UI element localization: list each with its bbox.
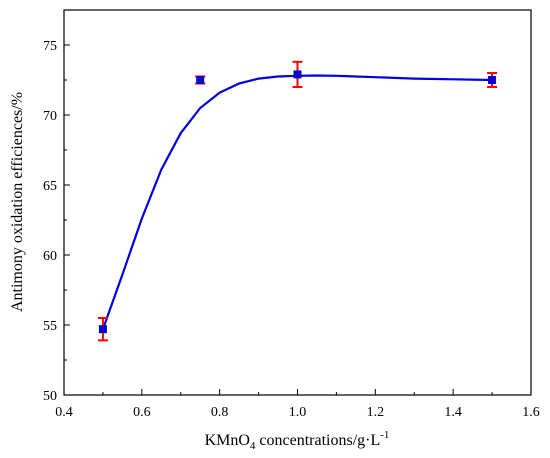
x-axis-ticks: 0.4 0.6 0.8 1.0 1.2 1.4 1.6 [55,389,540,420]
data-point [293,70,302,79]
y-tick-label: 65 [43,179,57,194]
y-tick-label: 50 [43,389,57,404]
y-tick-label: 70 [43,109,57,124]
y-tick-label: 75 [43,39,57,54]
x-axis-title: KMnO4 concentrations/g·L-1 [205,429,390,452]
x-axis-title-subscript: 4 [250,440,256,452]
y-tick-label: 60 [43,249,57,264]
x-tick-label: 1.6 [522,405,540,420]
x-tick-label: 0.6 [133,405,151,420]
x-axis-title-superscript: -1 [380,429,389,441]
data-point [488,76,497,84]
x-tick-label: 1.0 [289,405,307,420]
data-point [196,76,205,84]
y-axis-ticks: 50 55 60 65 70 75 [43,9,70,404]
data-point [98,325,107,334]
y-axis-title: Antimony oxidation efficiences/% [9,92,26,312]
y-tick-label: 55 [43,319,57,334]
x-tick-label: 0.8 [211,405,229,420]
chart-marks [97,60,498,342]
x-tick-label: 0.4 [55,405,73,420]
x-tick-label: 1.4 [444,405,462,420]
x-tick-label: 1.2 [367,405,385,420]
fit-curve [101,74,493,330]
x-axis-title-prefix: KMnO [205,432,250,449]
x-axis-title-middle: concentrations/g·L [255,432,380,449]
